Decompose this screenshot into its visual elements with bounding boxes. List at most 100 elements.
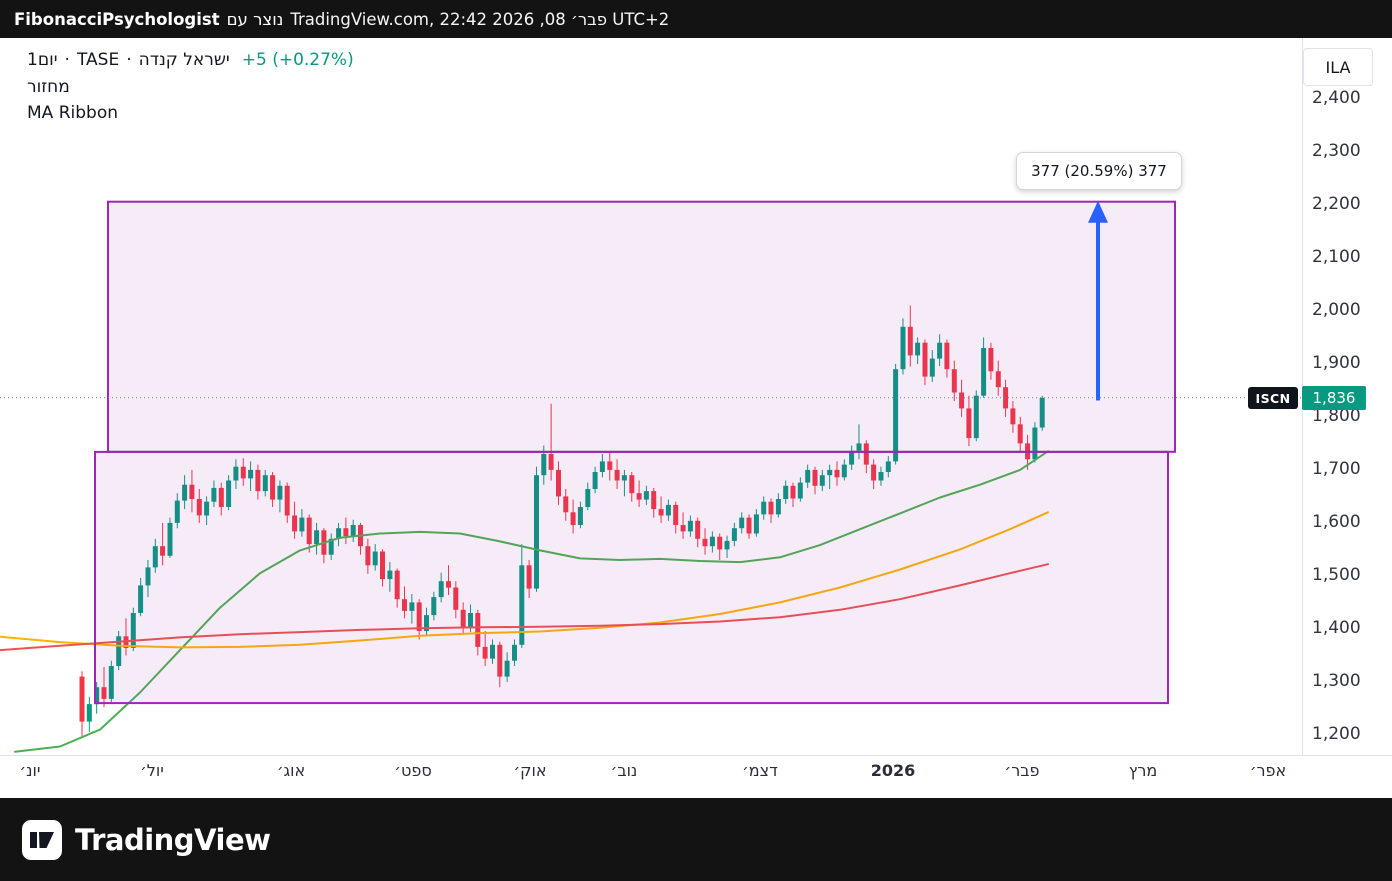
candle-body: [768, 501, 774, 515]
candle-body: [526, 565, 532, 589]
candle-body: [79, 676, 85, 722]
candle-body: [827, 469, 833, 476]
candle-body: [893, 369, 899, 462]
candle-body: [995, 371, 1001, 388]
candle-body: [468, 613, 473, 627]
candle-body: [380, 551, 385, 580]
candle-body: [182, 484, 188, 501]
candle-body: [174, 500, 180, 523]
candle-body: [1017, 424, 1023, 444]
candle-body: [284, 485, 290, 516]
candle-body: [783, 485, 789, 499]
ma-ribbon-slow-line[interactable]: [0, 563, 1049, 652]
time-axis-separator: [0, 755, 1392, 756]
candle-body: [233, 466, 239, 481]
candle-body: [497, 644, 503, 677]
candle-body: [116, 636, 122, 666]
candle-body: [981, 348, 987, 396]
candle-body: [819, 475, 825, 486]
candle-body: [218, 487, 224, 507]
candle-body: [482, 646, 488, 659]
legend-symbol-name: ישראל קנדה: [138, 50, 230, 70]
watermark-created-with: נוצר עם: [226, 9, 284, 29]
candle-body: [731, 528, 737, 541]
candle-body: [607, 461, 613, 470]
candle-body: [541, 454, 547, 476]
candle-body: [504, 660, 510, 677]
footer-bar: TradingView: [0, 798, 1392, 881]
measure-arrow-head[interactable]: [1088, 200, 1108, 223]
ma-ribbon-mid-line[interactable]: [0, 511, 1049, 649]
candle-body: [717, 536, 723, 550]
candle-body: [350, 525, 356, 537]
header-bar: FibonacciPsychologist נוצר עם TradingVie…: [0, 0, 1392, 38]
currency-unit-button[interactable]: ILA: [1303, 48, 1373, 86]
candle-body: [812, 469, 818, 486]
candle-body: [460, 609, 466, 627]
candle-body: [599, 461, 605, 472]
candle-body: [548, 454, 554, 470]
candle-body: [453, 587, 459, 610]
candle-body: [204, 501, 210, 516]
candle-body: [577, 507, 583, 525]
candle-body: [702, 538, 708, 547]
symbol-legend-row[interactable]: יום1 · TASE · ישראל קנדה +5 (+0.27%): [27, 50, 354, 70]
candle-body: [86, 704, 92, 722]
candle-body: [724, 540, 730, 550]
candle-body: [240, 466, 246, 479]
price-range-box-2[interactable]: [94, 450, 1169, 705]
legend-exchange: TASE: [76, 50, 120, 70]
candle-body: [973, 395, 979, 439]
legend-change-value: +5 (+0.27%): [241, 50, 354, 70]
arrow-measure-label[interactable]: 377 (20.59%) 377: [1016, 152, 1182, 190]
candle-body: [152, 546, 158, 568]
candle-body: [878, 472, 884, 481]
candle-body: [211, 487, 217, 502]
price-tag-label: ISCN: [1248, 387, 1298, 409]
candle-body: [416, 602, 422, 631]
candle-body: [629, 475, 635, 494]
volume-indicator-legend[interactable]: מחזור: [27, 77, 70, 97]
tradingview-wordmark[interactable]: TradingView: [75, 822, 271, 857]
candle-body: [160, 546, 166, 556]
candle-body: [746, 517, 752, 534]
candle-body: [951, 369, 957, 393]
candle-body: [834, 469, 840, 478]
candle-body: [988, 348, 994, 372]
candle-body: [409, 602, 415, 611]
candle-body: [966, 408, 972, 439]
candle-body: [556, 469, 561, 497]
candle-body: [1032, 427, 1038, 460]
candle-body: [475, 613, 481, 647]
candle-body: [108, 666, 114, 699]
candle-body: [402, 599, 407, 611]
candle-body: [570, 512, 576, 525]
candle-body: [680, 525, 686, 532]
candle-body: [885, 461, 891, 472]
candle-body: [343, 528, 349, 537]
watermark-username: FibonacciPsychologist: [14, 9, 220, 29]
candle-body: [739, 517, 745, 529]
candle-body: [446, 581, 451, 588]
candle-body: [314, 530, 320, 545]
candle-body: [519, 565, 525, 645]
candle-body: [277, 485, 283, 500]
price-range-box-1[interactable]: [107, 200, 1176, 453]
candle-body: [709, 536, 715, 547]
tradingview-logo-icon[interactable]: [22, 819, 62, 860]
candle-body: [534, 475, 539, 589]
candle-body: [790, 485, 796, 499]
candle-body: [585, 489, 591, 507]
candle-body: [643, 491, 649, 500]
candle-body: [856, 443, 862, 451]
candle-body: [775, 499, 781, 515]
candle-body: [753, 514, 759, 534]
candle-body: [336, 528, 342, 539]
candle-body: [665, 504, 671, 516]
candle-body: [145, 567, 151, 586]
legend-separator: ·: [64, 50, 70, 70]
candle-body: [922, 342, 928, 377]
ma-ribbon-indicator-legend[interactable]: MA Ribbon: [27, 103, 118, 123]
candle-body: [306, 517, 312, 545]
